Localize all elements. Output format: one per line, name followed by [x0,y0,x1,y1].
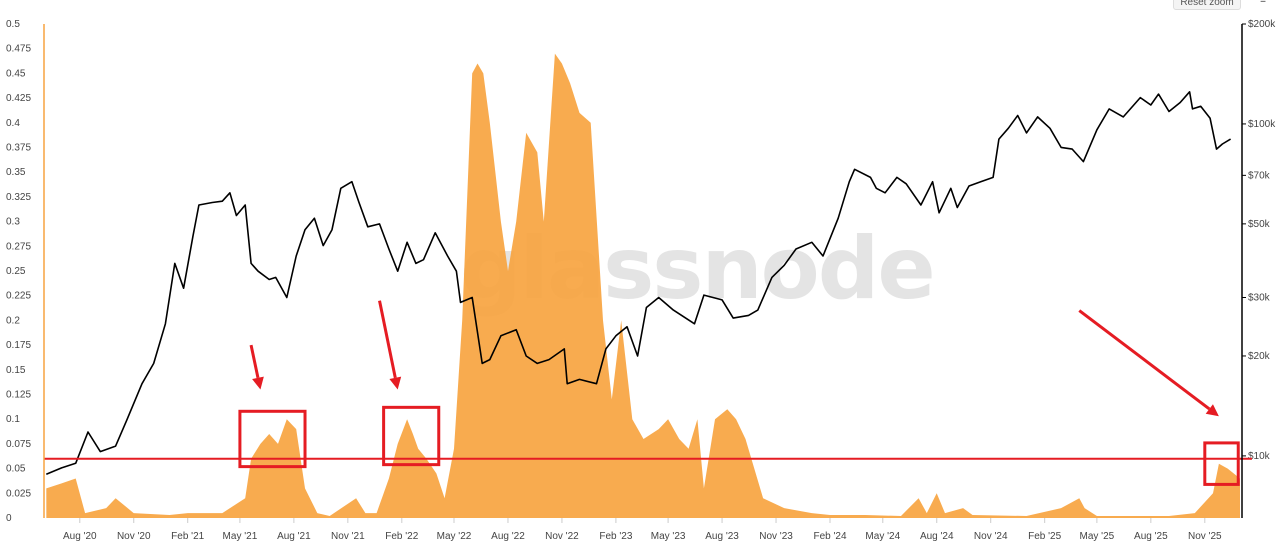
left-tick-label: 0.25 [6,266,26,277]
x-tick-label: Nov '21 [331,531,365,542]
annotation-arrowhead [389,376,402,390]
left-tick-label: 0.2 [6,315,20,326]
right-tick-label: $20k [1248,351,1271,362]
right-tick-label: $30k [1248,293,1271,304]
left-tick-label: 0.175 [6,340,31,351]
right-tick-label: $100k [1248,119,1276,130]
left-tick-label: 0.15 [6,365,26,376]
x-tick-label: Aug '25 [1134,531,1168,542]
x-tick-label: Aug '21 [277,531,311,542]
left-tick-label: 0.325 [6,192,31,203]
x-tick-label: Feb '24 [813,531,846,542]
annotation-arrowhead [252,376,264,390]
left-tick-label: 0.075 [6,439,31,450]
x-tick-label: May '21 [223,531,258,542]
left-tick-label: 0.425 [6,93,31,104]
reset-zoom-button[interactable]: Reset zoom [1173,0,1241,10]
x-tick-label: Feb '22 [385,531,418,542]
annotation-arrowhead [1205,404,1219,417]
left-tick-label: 0.05 [6,464,26,475]
annotation-arrow [378,300,397,379]
left-tick-label: 0.475 [6,44,31,55]
right-tick-label: $70k [1248,170,1271,181]
left-axis: 0 0.025 0.05 0.075 0.1 0.125 0.15 0.175 0.2 0.225… [6,19,31,524]
left-tick-label: 0.5 [6,19,20,30]
x-tick-label: May '23 [651,531,686,542]
x-tick-label: May '22 [437,531,472,542]
left-tick-label: 0.1 [6,414,20,425]
x-tick-label: Aug '20 [63,531,97,542]
left-tick-label: 0.225 [6,291,31,302]
annotation-arrow [249,344,260,379]
highlight-box [382,405,441,467]
left-tick-label: 0.275 [6,241,31,252]
annotations [44,300,1252,486]
left-tick-label: 0.4 [6,118,20,129]
hamburger-menu-icon[interactable]: ≡ [1260,0,1266,6]
x-tick-label: Feb '23 [599,531,632,542]
x-tick-label: Aug '23 [705,531,739,542]
left-tick-label: 0 [6,513,12,524]
x-tick-label: Nov '25 [1188,531,1222,542]
right-tick-label: $50k [1248,219,1271,230]
x-tick-label: Feb '21 [171,531,204,542]
left-tick-label: 0.375 [6,143,31,154]
x-tick-label: Feb '25 [1028,531,1061,542]
x-tick-label: Aug '24 [920,531,954,542]
left-tick-label: 0.45 [6,68,26,79]
right-tick-label: $200k [1248,19,1276,30]
highlight-box [238,409,307,469]
left-tick-label: 0.35 [6,167,26,178]
x-tick-label: Nov '20 [117,531,151,542]
right-tick-label: $10k [1248,451,1271,462]
left-tick-label: 0.025 [6,488,31,499]
x-tick-label: Aug '22 [491,531,525,542]
left-tick-label: 0.125 [6,390,31,401]
x-tick-label: Nov '23 [759,531,793,542]
x-axis: Aug '20 Nov '20 Feb '21 May '21 Aug '21 Nov '… [63,518,1222,542]
right-axis: $10k $20k $30k $50k $70k $100k $200k [1242,19,1276,462]
x-tick-label: Nov '24 [974,531,1008,542]
price-line-series [45,91,1232,476]
left-tick-label: 0.3 [6,217,20,228]
x-tick-label: May '24 [865,531,900,542]
x-tick-label: May '25 [1080,531,1115,542]
highlight-box [1203,441,1240,486]
x-tick-label: Nov '22 [545,531,579,542]
annotation-arrow [1078,309,1211,411]
